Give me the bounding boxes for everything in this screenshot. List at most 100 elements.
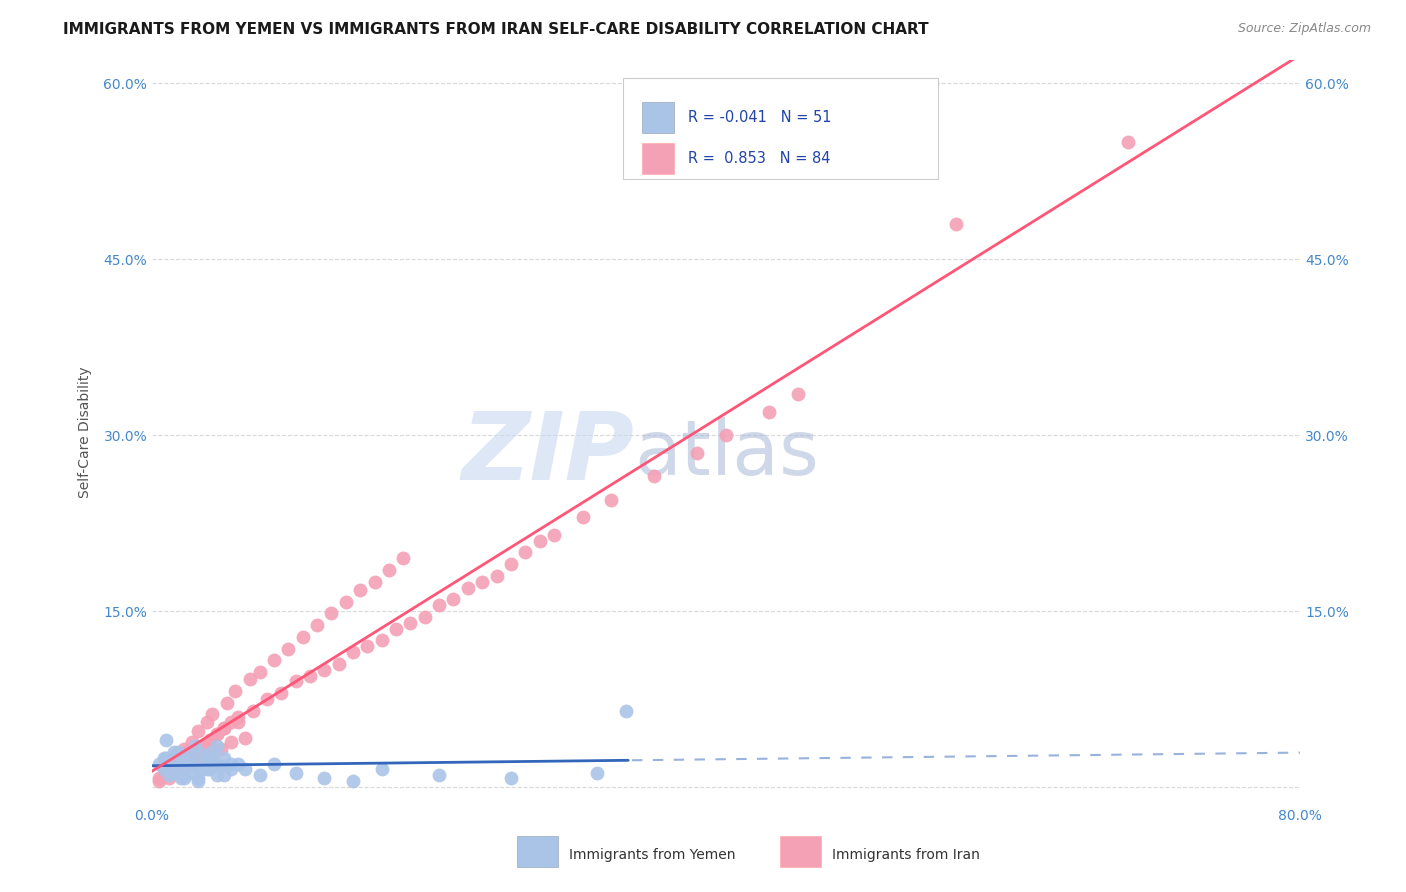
- Text: ZIP: ZIP: [461, 409, 634, 500]
- Point: [195, 763, 218, 777]
- Point: [170, 750, 193, 764]
- Point: [152, 763, 174, 777]
- Point: [270, 686, 292, 700]
- Point: [191, 739, 214, 753]
- Point: [191, 763, 214, 777]
- Point: [277, 641, 299, 656]
- Point: [321, 607, 343, 621]
- Point: [571, 510, 593, 524]
- Point: [152, 768, 174, 782]
- Point: [314, 771, 336, 785]
- Point: [298, 668, 321, 682]
- Point: [239, 672, 262, 686]
- FancyBboxPatch shape: [643, 102, 675, 133]
- Point: [152, 750, 174, 764]
- Point: [157, 771, 180, 785]
- Point: [499, 771, 522, 785]
- Point: [155, 733, 177, 747]
- Point: [242, 704, 264, 718]
- Point: [173, 742, 195, 756]
- Text: R =  0.853   N = 84: R = 0.853 N = 84: [688, 151, 831, 166]
- Point: [157, 763, 180, 777]
- Point: [163, 745, 186, 759]
- Text: Source: ZipAtlas.com: Source: ZipAtlas.com: [1237, 22, 1371, 36]
- Text: IMMIGRANTS FROM YEMEN VS IMMIGRANTS FROM IRAN SELF-CARE DISABILITY CORRELATION C: IMMIGRANTS FROM YEMEN VS IMMIGRANTS FROM…: [63, 22, 929, 37]
- Point: [226, 709, 249, 723]
- Point: [167, 766, 190, 780]
- Point: [198, 733, 221, 747]
- Point: [515, 545, 537, 559]
- Point: [167, 759, 190, 773]
- Point: [148, 771, 170, 785]
- Point: [1116, 135, 1139, 149]
- Point: [370, 763, 392, 777]
- Point: [173, 771, 195, 785]
- Point: [209, 759, 232, 773]
- Point: [529, 533, 551, 548]
- Point: [163, 756, 186, 771]
- Point: [219, 735, 242, 749]
- Text: Immigrants from Iran: Immigrants from Iran: [832, 848, 980, 863]
- Point: [427, 768, 450, 782]
- Point: [195, 750, 218, 764]
- Point: [177, 747, 200, 761]
- Point: [201, 745, 224, 759]
- Point: [686, 445, 709, 459]
- Point: [471, 574, 494, 589]
- Point: [181, 754, 204, 768]
- Point: [342, 774, 364, 789]
- Point: [198, 733, 221, 747]
- Point: [212, 722, 235, 736]
- Point: [314, 663, 336, 677]
- Point: [195, 715, 218, 730]
- Point: [177, 745, 200, 759]
- Point: [758, 404, 780, 418]
- Point: [263, 756, 285, 771]
- Point: [945, 217, 967, 231]
- Point: [284, 674, 307, 689]
- Point: [235, 763, 257, 777]
- Point: [212, 750, 235, 764]
- Point: [714, 428, 737, 442]
- Point: [170, 771, 193, 785]
- Point: [170, 754, 193, 768]
- Point: [328, 657, 350, 671]
- Point: [786, 387, 808, 401]
- Point: [307, 618, 329, 632]
- Point: [284, 766, 307, 780]
- Point: [201, 707, 224, 722]
- Point: [291, 630, 314, 644]
- Point: [219, 715, 242, 730]
- Point: [163, 766, 186, 780]
- Point: [219, 756, 242, 771]
- Point: [392, 551, 415, 566]
- Point: [201, 750, 224, 764]
- Point: [249, 665, 271, 679]
- Point: [198, 756, 221, 771]
- Point: [187, 771, 209, 785]
- Point: [187, 774, 209, 789]
- Point: [256, 692, 278, 706]
- Point: [385, 622, 408, 636]
- Point: [370, 633, 392, 648]
- Point: [224, 683, 246, 698]
- Point: [187, 723, 209, 738]
- Point: [499, 557, 522, 571]
- Point: [226, 756, 249, 771]
- Point: [335, 594, 357, 608]
- Point: [413, 610, 436, 624]
- Point: [157, 759, 180, 773]
- Point: [427, 598, 450, 612]
- Point: [212, 768, 235, 782]
- Point: [167, 745, 190, 759]
- Point: [205, 727, 228, 741]
- Point: [191, 747, 214, 761]
- Point: [148, 774, 170, 789]
- Point: [201, 747, 224, 761]
- Point: [195, 750, 218, 764]
- Point: [205, 768, 228, 782]
- Point: [177, 759, 200, 773]
- Point: [177, 754, 200, 768]
- Point: [249, 768, 271, 782]
- Point: [600, 492, 623, 507]
